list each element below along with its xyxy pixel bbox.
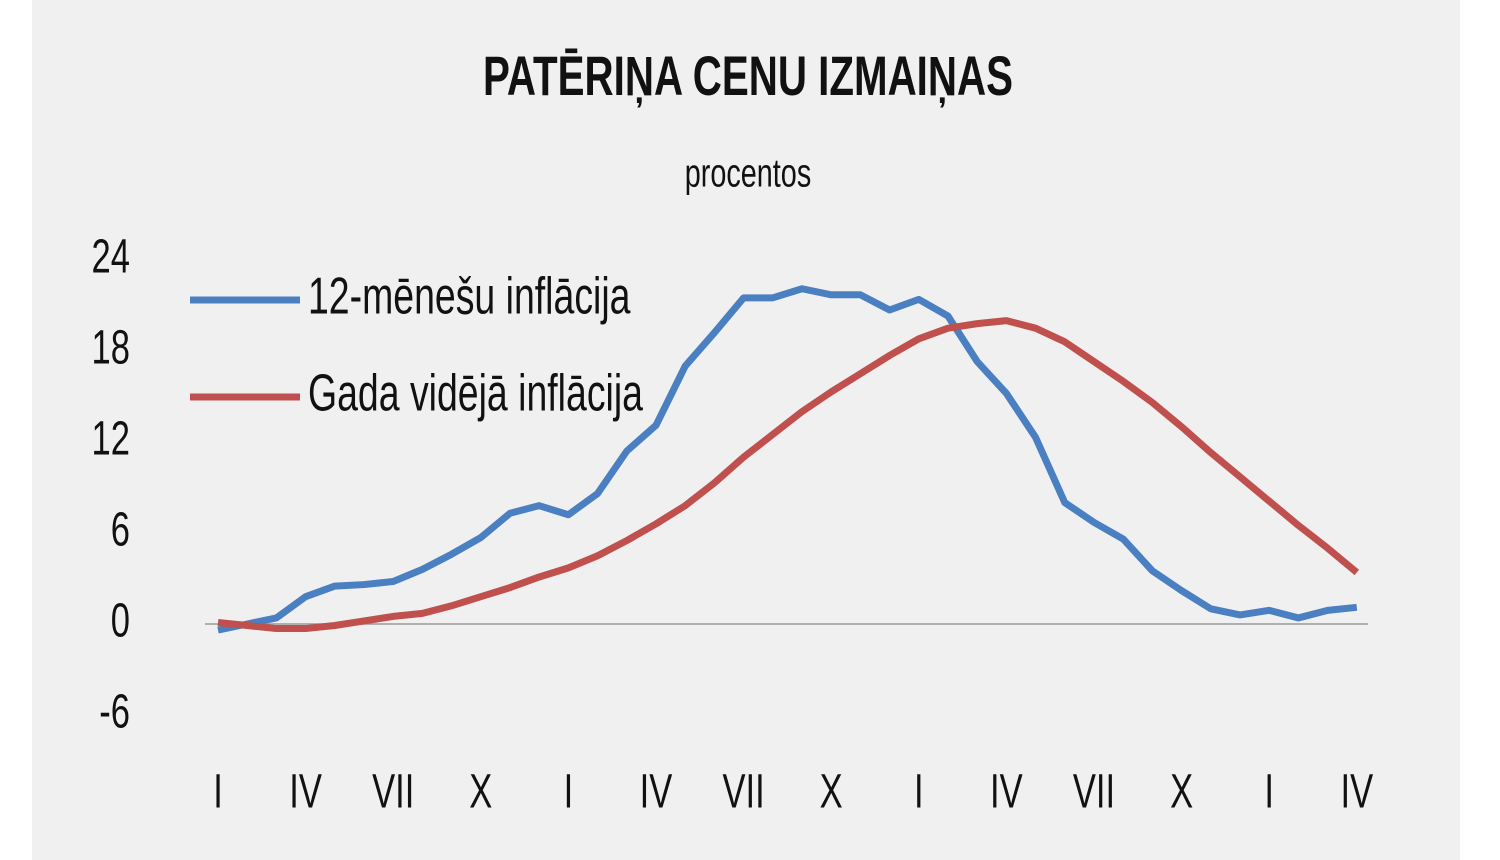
x-tick-label: X bbox=[820, 764, 843, 818]
series-line bbox=[217, 317, 1360, 633]
y-tick-label: -6 bbox=[99, 684, 130, 738]
x-tick-label: VII bbox=[372, 764, 414, 818]
y-tick-label: 12 bbox=[92, 411, 130, 465]
y-tick-label: 18 bbox=[92, 320, 130, 374]
x-tick-label: I bbox=[914, 764, 924, 818]
chart-title: PATĒRIŅA CENU IZMAIŅAS bbox=[483, 45, 1013, 107]
x-tick-label: IV bbox=[990, 764, 1023, 818]
chart-subtitle: procentos bbox=[685, 151, 811, 196]
y-tick-label: 24 bbox=[92, 229, 130, 283]
x-tick-label: IV bbox=[1340, 764, 1373, 818]
x-tick-label: VII bbox=[1073, 764, 1115, 818]
x-tick-label: I bbox=[564, 764, 574, 818]
series-line bbox=[217, 285, 1358, 634]
legend-label: Gada vidējā inflācija bbox=[308, 364, 644, 423]
x-tick-label: IV bbox=[640, 764, 673, 818]
y-tick-label: 0 bbox=[111, 593, 130, 647]
y-tick-label: 6 bbox=[111, 502, 130, 556]
x-tick-label: VII bbox=[722, 764, 764, 818]
legend-label: 12-mēnešu inflācija bbox=[308, 267, 631, 326]
x-tick-label: I bbox=[213, 764, 223, 818]
x-tick-label: X bbox=[469, 764, 492, 818]
x-tick-label: I bbox=[1264, 764, 1274, 818]
x-tick-label: X bbox=[1170, 764, 1193, 818]
x-tick-label: IV bbox=[289, 764, 322, 818]
chart-background bbox=[32, 0, 1460, 860]
